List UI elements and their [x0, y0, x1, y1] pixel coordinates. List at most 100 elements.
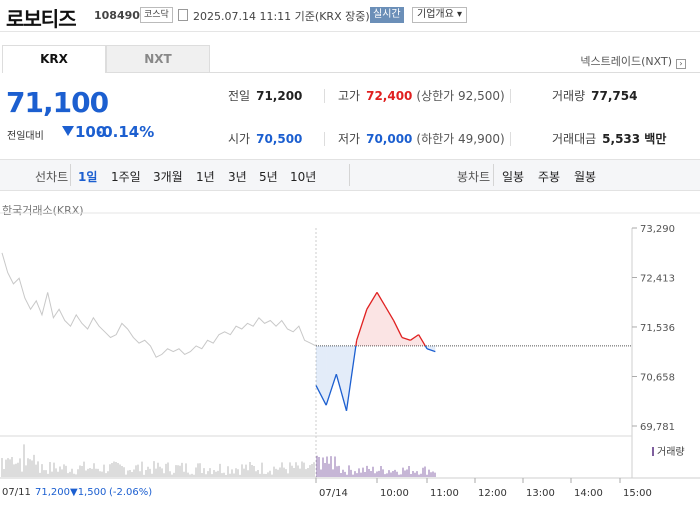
period-1y[interactable]: 1년	[196, 170, 215, 184]
tab-divider	[210, 72, 700, 73]
today-segment	[315, 385, 327, 406]
volume-legend: 거래량	[652, 443, 685, 458]
stat-value: 71,200	[256, 89, 303, 103]
y-tick-label: 72,413	[640, 273, 675, 284]
change-value: 100	[75, 123, 107, 141]
prev-day-close: 71,200	[35, 487, 70, 498]
today-segment	[356, 309, 368, 341]
today-segment	[366, 291, 378, 310]
upper-limit: (상한가 92,500)	[416, 89, 505, 103]
today-segment	[418, 334, 426, 347]
today-fill	[393, 320, 402, 346]
stat-label: 시가	[228, 132, 251, 146]
today-segment	[409, 334, 420, 341]
today-fill	[410, 334, 419, 346]
nextrade-link[interactable]: 넥스트레이드(NXT) ›	[580, 53, 686, 69]
y-tick-label: 73,290	[640, 224, 675, 235]
stock-name: 로보티즈	[6, 7, 77, 31]
divider	[324, 89, 325, 103]
prev-day-date: 07/11	[2, 487, 31, 498]
stat-volume: 거래량 77,754	[552, 87, 637, 104]
toolbar-divider	[70, 164, 71, 186]
today-segment	[426, 348, 436, 353]
stat-value: 5,533 백만	[602, 132, 667, 146]
candle-weekly[interactable]: 주봉	[538, 170, 561, 184]
period-1d[interactable]: 1일	[78, 170, 98, 184]
today-segment	[393, 320, 403, 338]
line-chart-label: 선차트	[35, 170, 69, 184]
chevron-right-icon: ›	[676, 59, 686, 69]
change-label: 전일대비	[7, 131, 44, 142]
today-segment	[424, 345, 428, 350]
prev-day-change: ▼1,500	[70, 487, 107, 498]
x-tick-label: 11:00	[430, 488, 459, 499]
volume-legend-label: 거래량	[657, 447, 685, 458]
tab-krx[interactable]: KRX	[2, 45, 106, 73]
market-badge: 코스닥	[140, 7, 173, 23]
current-price: 71,100	[6, 86, 109, 119]
stat-open: 시가 70,500	[228, 130, 302, 147]
stat-label: 거래량	[552, 89, 586, 103]
stat-value: 70,000	[366, 132, 413, 146]
candle-daily[interactable]: 일봉	[502, 170, 525, 184]
today-fill	[336, 345, 347, 411]
period-3m[interactable]: 3개월	[153, 170, 183, 184]
x-tick-label: 12:00	[478, 488, 507, 499]
realtime-button[interactable]: 실시간	[370, 7, 404, 23]
candle-chart-label: 봉차트	[457, 170, 491, 184]
stat-amount: 거래대금 5,533 백만	[552, 130, 666, 147]
stock-header: 로보티즈 108490 코스닥 2025.07.14 11:11 기준(KRX …	[0, 0, 700, 32]
stat-value: 70,500	[256, 132, 303, 146]
today-segment	[376, 291, 386, 307]
stat-high: 고가 72,400 (상한가 92,500)	[338, 87, 505, 104]
today-fill	[326, 345, 337, 406]
today-segment	[401, 336, 411, 341]
today-segment	[355, 340, 358, 347]
candle-monthly[interactable]: 월봉	[574, 170, 597, 184]
toolbar-divider	[349, 164, 350, 186]
x-tick-label: 10:00	[380, 488, 409, 499]
x-tick-label: 14:00	[574, 488, 603, 499]
today-fill	[377, 292, 386, 346]
timestamp: 2025.07.14 11:11 기준(KRX 장중)	[193, 10, 370, 23]
stat-value: 72,400	[366, 89, 413, 103]
clock-icon	[178, 9, 188, 21]
tab-nxt[interactable]: NXT	[106, 45, 210, 73]
stat-label: 고가	[338, 89, 361, 103]
period-1w[interactable]: 1주일	[111, 170, 141, 184]
y-tick-label: 69,781	[640, 422, 675, 433]
change-percent: -0.14%	[96, 123, 155, 141]
lower-limit: (하한가 49,900)	[416, 132, 505, 146]
today-segment	[384, 306, 395, 321]
x-tick-label: 13:00	[526, 488, 555, 499]
today-segment	[325, 373, 337, 406]
x-tick-label: 15:00	[623, 488, 652, 499]
today-segment	[345, 345, 357, 411]
period-5y[interactable]: 5년	[259, 170, 278, 184]
period-3y[interactable]: 3년	[228, 170, 247, 184]
stat-label: 거래대금	[552, 132, 597, 146]
y-tick-label: 70,658	[640, 373, 675, 384]
nextrade-link-label: 넥스트레이드(NXT)	[580, 55, 672, 68]
stat-prev-close: 전일 71,200	[228, 87, 302, 104]
stat-label: 전일	[228, 89, 251, 103]
y-tick-label: 71,536	[640, 323, 675, 334]
stat-label: 저가	[338, 132, 361, 146]
today-segment	[335, 373, 348, 411]
stat-value: 77,754	[591, 89, 638, 103]
company-overview-button[interactable]: 기업개요 ▾	[412, 7, 467, 23]
chart-market-label: 한국거래소(KRX)	[2, 204, 84, 217]
divider	[324, 132, 325, 146]
prev-day-line	[1, 252, 317, 358]
divider	[510, 132, 511, 146]
volume-legend-swatch	[652, 447, 654, 456]
x-tick-label: 07/14	[319, 488, 348, 499]
stat-low: 저가 70,000 (하한가 49,900)	[338, 130, 505, 147]
prev-day-change-pct: (-2.06%)	[109, 487, 153, 498]
down-arrow-icon	[62, 126, 74, 136]
today-fill	[427, 345, 436, 352]
stock-code: 108490	[94, 9, 140, 22]
period-10y[interactable]: 10년	[290, 170, 317, 184]
toolbar-divider	[493, 164, 494, 186]
